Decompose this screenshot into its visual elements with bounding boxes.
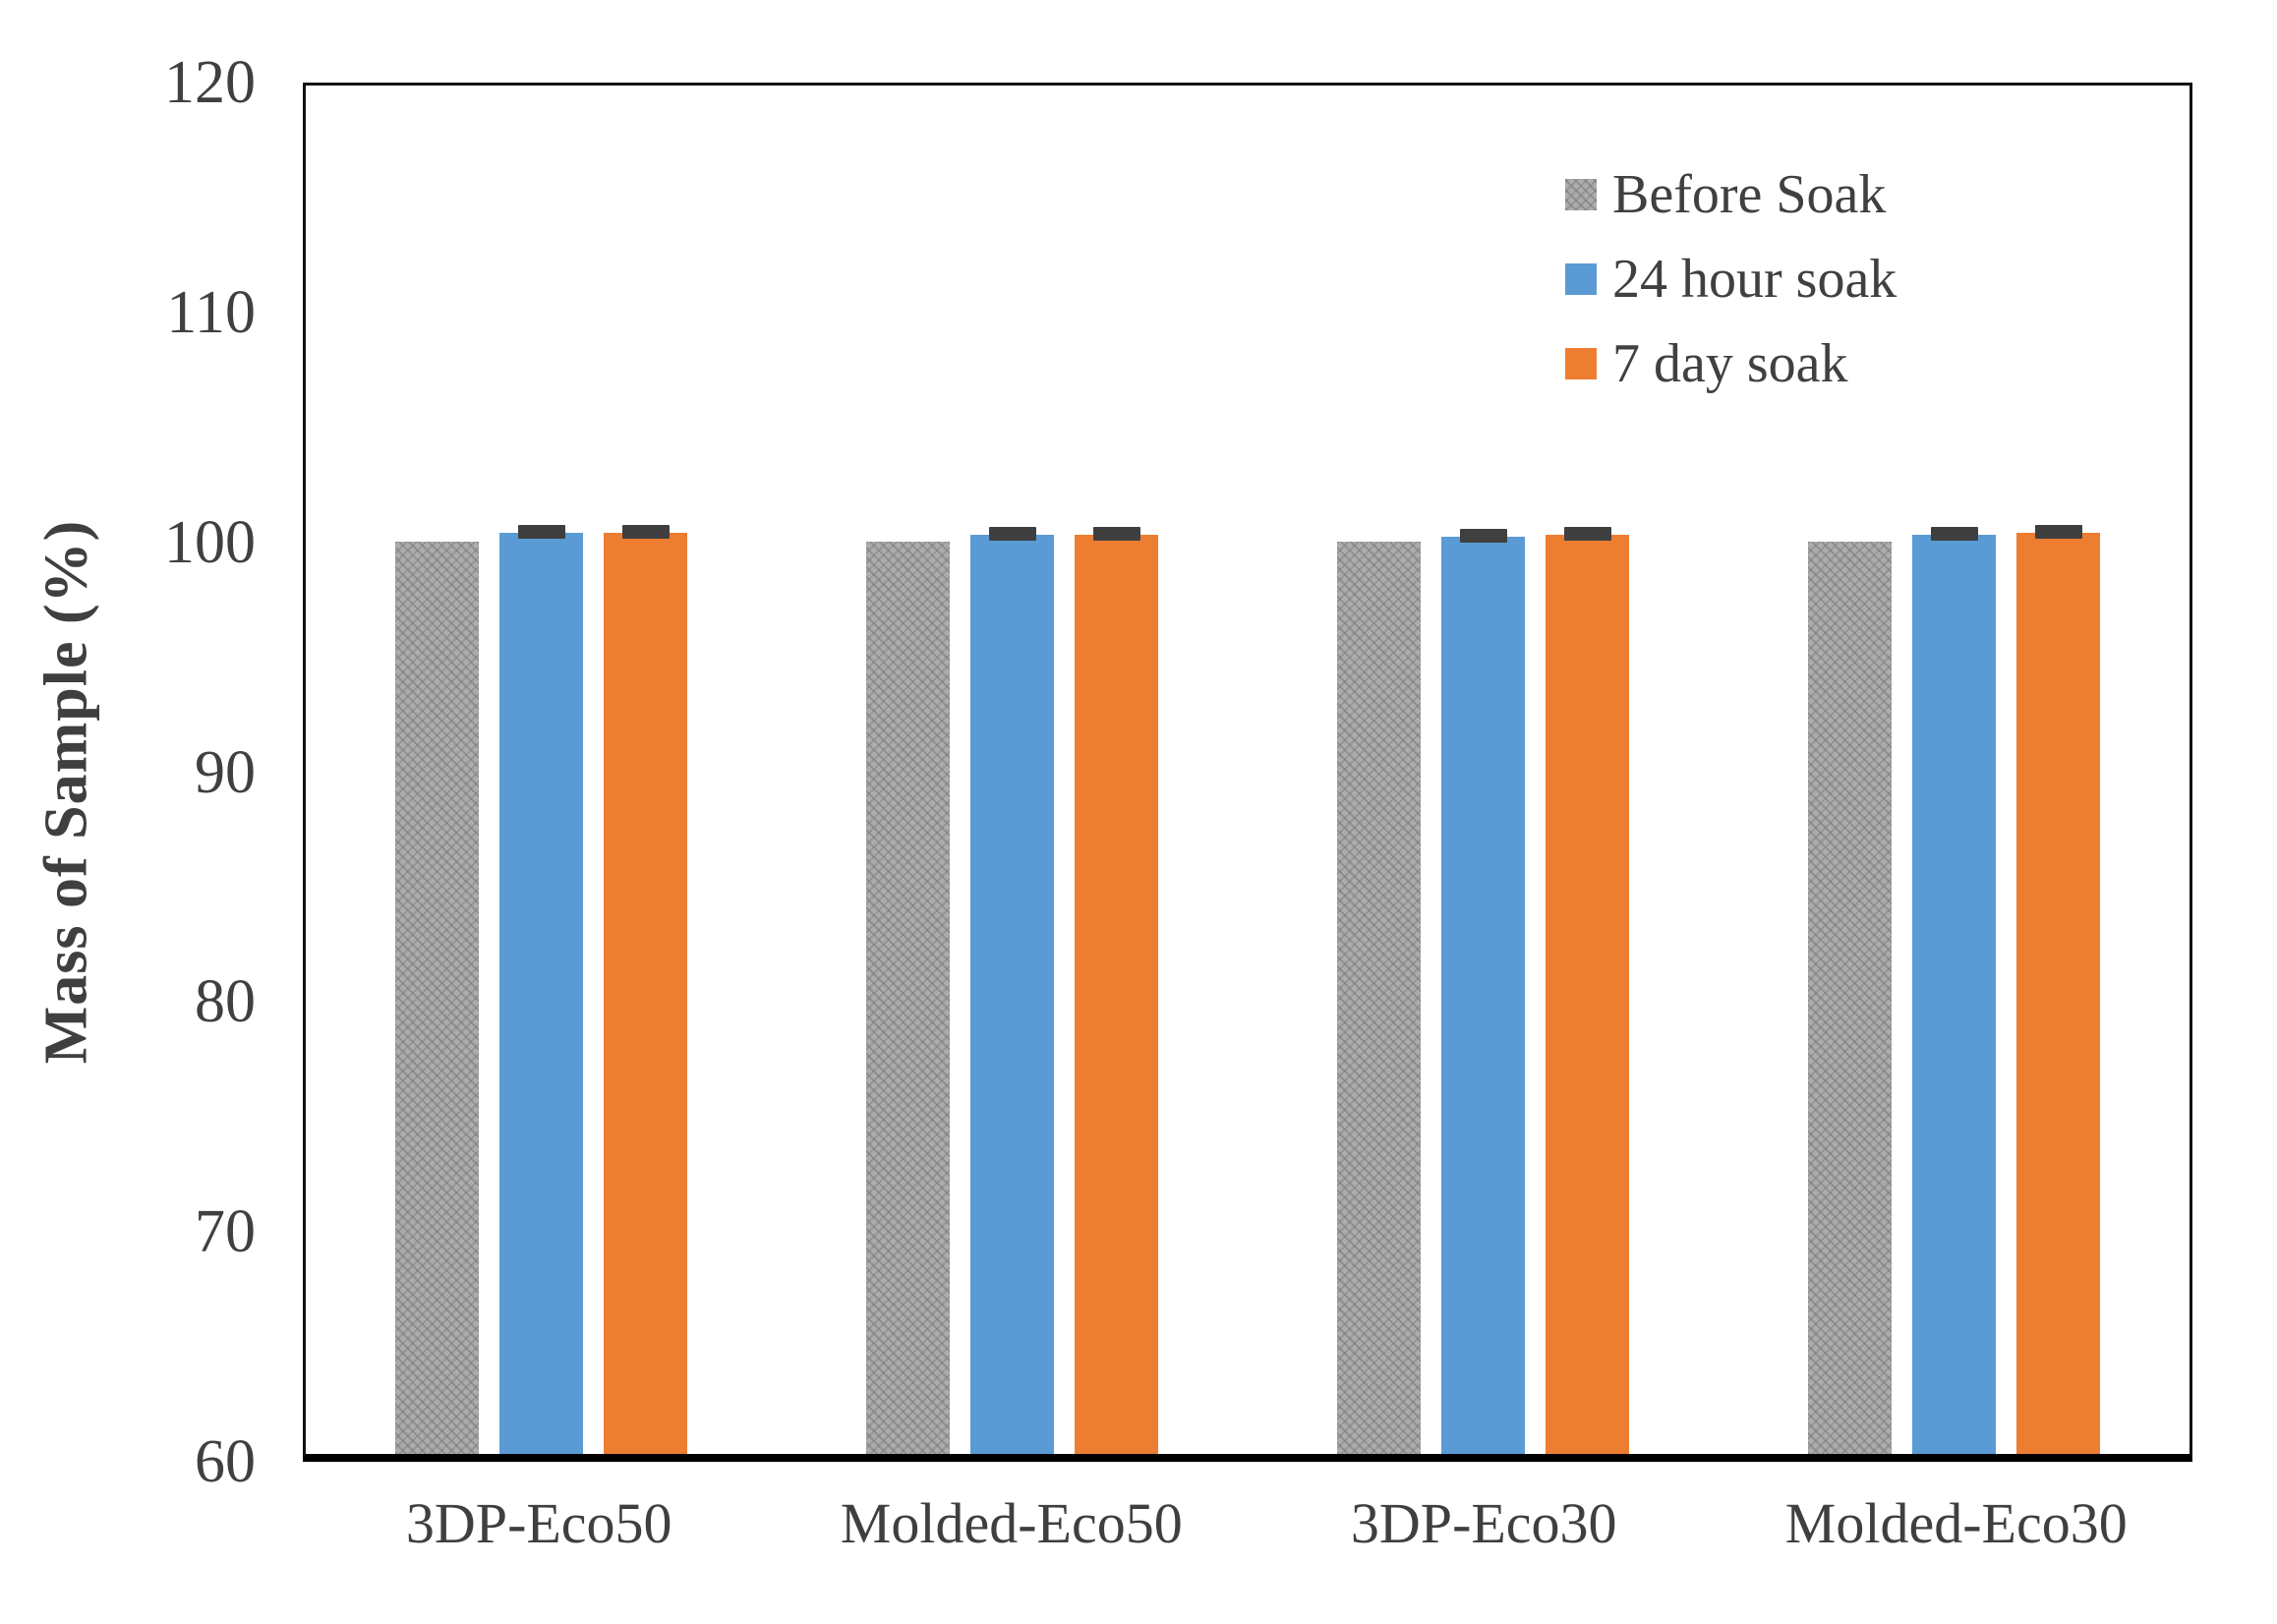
bar-group-3dp-eco30 (1248, 86, 1719, 1454)
y-tick-label: 80 (195, 968, 256, 1036)
bar-groups (306, 86, 2189, 1454)
bar-7-day-soak (604, 524, 687, 1454)
error-bar (517, 524, 565, 539)
legend-swatch-icon (1565, 263, 1597, 295)
error-bar (1563, 527, 1611, 542)
error-bar (1092, 527, 1140, 542)
y-tick-label: 60 (195, 1428, 256, 1495)
legend-swatch-icon (1565, 348, 1597, 379)
bar-group-3dp-eco50 (306, 86, 777, 1454)
bar-24-hour-soak (970, 527, 1054, 1454)
error-bar (1930, 527, 1978, 542)
x-axis-label: 3DP-Eco30 (1350, 1491, 1617, 1555)
bar-7-day-soak (1075, 527, 1158, 1454)
legend-label: 7 day soak (1612, 333, 1848, 394)
y-tick-label: 120 (164, 49, 256, 116)
bar-24-hour-soak (1441, 529, 1525, 1454)
bar-before-soak (395, 542, 479, 1454)
bar-24-hour-soak (499, 524, 583, 1454)
plot-area (303, 83, 2192, 1462)
error-bar (621, 524, 670, 539)
x-axis-label: 3DP-Eco50 (405, 1491, 672, 1555)
bar-group-molded-eco50 (777, 86, 1248, 1454)
bar-group-molded-eco30 (1719, 86, 2189, 1454)
legend-item: 7 day soak (1565, 334, 1897, 393)
legend-label: 24 hour soak (1612, 249, 1898, 310)
x-axis-label: Molded-Eco50 (840, 1491, 1183, 1555)
legend: Before Soak 24 hour soak 7 day soak (1565, 165, 1897, 393)
bar-7-day-soak (1546, 527, 1629, 1454)
bar-24-hour-soak (1912, 527, 1996, 1454)
bar-before-soak (866, 542, 950, 1454)
x-axis-label: Molded-Eco30 (1784, 1491, 2128, 1555)
y-tick-label: 90 (195, 738, 256, 806)
bar-7-day-soak (2016, 524, 2100, 1454)
legend-swatch-icon (1565, 179, 1597, 210)
y-tick-label: 100 (164, 508, 256, 576)
legend-item: 24 hour soak (1565, 250, 1897, 309)
x-axis-labels: 3DP-Eco50 Molded-Eco50 3DP-Eco30 Molded-Eco… (303, 1490, 2192, 1556)
error-bar (2034, 524, 2082, 539)
legend-label: Before Soak (1612, 164, 1887, 225)
error-bar (1459, 529, 1507, 544)
legend-item: Before Soak (1565, 165, 1897, 224)
error-bar (988, 527, 1036, 542)
y-tick-label: 110 (166, 278, 256, 346)
bar-before-soak (1808, 542, 1892, 1454)
bar-before-soak (1337, 542, 1421, 1454)
y-tick-label: 70 (195, 1198, 256, 1266)
